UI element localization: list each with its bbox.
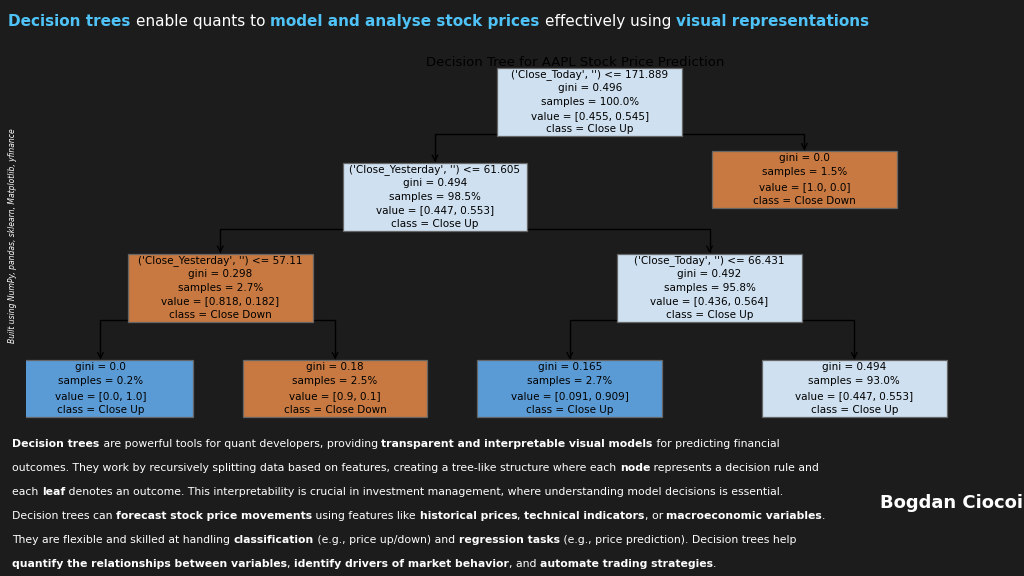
Text: ,: , — [288, 559, 294, 569]
Text: Decision trees can: Decision trees can — [12, 511, 117, 521]
Text: transparent and interpretable visual models: transparent and interpretable visual mod… — [381, 439, 652, 449]
Text: samples = 2.5%: samples = 2.5% — [293, 376, 378, 386]
Text: ,: , — [517, 511, 524, 521]
Text: samples = 93.0%: samples = 93.0% — [808, 376, 900, 386]
Text: samples = 1.5%: samples = 1.5% — [762, 167, 847, 177]
Text: represents a decision rule and: represents a decision rule and — [650, 463, 819, 473]
Text: quantify the relationships between variables: quantify the relationships between varia… — [12, 559, 288, 569]
Text: value = [0.091, 0.909]: value = [0.091, 0.909] — [511, 391, 629, 401]
Text: .: . — [822, 511, 825, 521]
Text: value = [0.447, 0.553]: value = [0.447, 0.553] — [796, 391, 913, 401]
Text: ('Close_Today', '') <= 171.889: ('Close_Today', '') <= 171.889 — [511, 69, 669, 80]
Text: using features like: using features like — [312, 511, 420, 521]
Text: regression tasks: regression tasks — [459, 535, 560, 545]
Text: value = [0.447, 0.553]: value = [0.447, 0.553] — [376, 206, 494, 215]
Text: gini = 0.0: gini = 0.0 — [779, 153, 829, 163]
Text: samples = 2.7%: samples = 2.7% — [527, 376, 612, 386]
Text: classification: classification — [233, 535, 314, 545]
Text: gini = 0.492: gini = 0.492 — [678, 269, 741, 279]
Text: class = Close Down: class = Close Down — [169, 310, 271, 320]
Text: class = Close Up: class = Close Up — [56, 405, 144, 415]
Text: are powerful tools for quant developers, providing: are powerful tools for quant developers,… — [99, 439, 381, 449]
Text: gini = 0.496: gini = 0.496 — [558, 84, 622, 93]
Text: class = Close Up: class = Close Up — [391, 219, 478, 229]
Text: leaf: leaf — [42, 487, 66, 497]
Text: class = Close Up: class = Close Up — [526, 405, 613, 415]
Text: , or: , or — [644, 511, 667, 521]
Text: Bogdan Ciocoiu: Bogdan Ciocoiu — [880, 494, 1024, 511]
Text: for predicting financial: for predicting financial — [652, 439, 779, 449]
Text: (e.g., price up/down) and: (e.g., price up/down) and — [314, 535, 459, 545]
FancyBboxPatch shape — [343, 163, 527, 231]
Text: technical indicators: technical indicators — [524, 511, 644, 521]
Text: .: . — [713, 559, 717, 569]
Text: (e.g., price prediction). Decision trees help: (e.g., price prediction). Decision trees… — [560, 535, 797, 545]
Text: samples = 0.2%: samples = 0.2% — [58, 376, 143, 386]
Text: Decision trees: Decision trees — [12, 439, 99, 449]
Text: gini = 0.494: gini = 0.494 — [822, 362, 887, 372]
Text: ('Close_Yesterday', '') <= 57.11: ('Close_Yesterday', '') <= 57.11 — [138, 255, 302, 266]
FancyBboxPatch shape — [498, 68, 682, 136]
FancyBboxPatch shape — [128, 254, 312, 322]
Text: samples = 100.0%: samples = 100.0% — [541, 97, 639, 107]
Text: value = [0.818, 0.182]: value = [0.818, 0.182] — [161, 297, 280, 306]
Text: gini = 0.165: gini = 0.165 — [538, 362, 602, 372]
Text: historical prices: historical prices — [420, 511, 517, 521]
Text: class = Close Up: class = Close Up — [811, 405, 898, 415]
FancyBboxPatch shape — [243, 361, 427, 416]
Text: ('Close_Yesterday', '') <= 61.605: ('Close_Yesterday', '') <= 61.605 — [349, 164, 520, 175]
Text: identify drivers of market behavior: identify drivers of market behavior — [294, 559, 509, 569]
Text: macroeconomic variables: macroeconomic variables — [667, 511, 822, 521]
FancyBboxPatch shape — [8, 361, 193, 416]
Text: Decision trees: Decision trees — [8, 14, 136, 29]
Text: class = Close Up: class = Close Up — [666, 310, 754, 320]
FancyBboxPatch shape — [477, 361, 663, 416]
Text: model and analyse stock prices: model and analyse stock prices — [270, 14, 545, 29]
Text: class = Close Down: class = Close Down — [284, 405, 386, 415]
Text: denotes an outcome. This interpretability is crucial in investment management, w: denotes an outcome. This interpretabilit… — [66, 487, 783, 497]
Text: gini = 0.494: gini = 0.494 — [402, 178, 467, 188]
Text: ('Close_Today', '') <= 66.431: ('Close_Today', '') <= 66.431 — [634, 255, 784, 266]
FancyBboxPatch shape — [617, 254, 802, 322]
Text: outcomes. They work by recursively splitting data based on features, creating a : outcomes. They work by recursively split… — [12, 463, 620, 473]
Text: value = [0.455, 0.545]: value = [0.455, 0.545] — [530, 111, 649, 121]
Text: node: node — [620, 463, 650, 473]
FancyBboxPatch shape — [762, 361, 946, 416]
Text: value = [0.0, 1.0]: value = [0.0, 1.0] — [54, 391, 146, 401]
Text: , and: , and — [509, 559, 541, 569]
Text: forecast stock price movements: forecast stock price movements — [117, 511, 312, 521]
Text: samples = 95.8%: samples = 95.8% — [664, 283, 756, 293]
Text: Decision Tree for AAPL Stock Price Prediction: Decision Tree for AAPL Stock Price Predi… — [426, 56, 724, 69]
Text: gini = 0.0: gini = 0.0 — [75, 362, 126, 372]
Text: value = [1.0, 0.0]: value = [1.0, 0.0] — [759, 181, 850, 192]
Text: samples = 2.7%: samples = 2.7% — [177, 283, 263, 293]
Text: gini = 0.298: gini = 0.298 — [188, 269, 252, 279]
FancyBboxPatch shape — [712, 151, 897, 207]
Text: value = [0.436, 0.564]: value = [0.436, 0.564] — [650, 297, 769, 306]
Text: class = Close Down: class = Close Down — [753, 196, 856, 206]
Text: enable quants to: enable quants to — [136, 14, 270, 29]
Text: They are flexible and skilled at handling: They are flexible and skilled at handlin… — [12, 535, 233, 545]
Text: effectively using: effectively using — [545, 14, 676, 29]
Text: samples = 98.5%: samples = 98.5% — [389, 192, 481, 202]
Text: visual representations: visual representations — [676, 14, 869, 29]
Text: gini = 0.18: gini = 0.18 — [306, 362, 364, 372]
Text: value = [0.9, 0.1]: value = [0.9, 0.1] — [290, 391, 381, 401]
Text: class = Close Up: class = Close Up — [546, 124, 634, 134]
Text: each: each — [12, 487, 42, 497]
Text: Built using NumPy, pandas, sklearn, Matplotlib, yfinance: Built using NumPy, pandas, sklearn, Matp… — [8, 128, 17, 343]
Text: automate trading strategies: automate trading strategies — [541, 559, 713, 569]
